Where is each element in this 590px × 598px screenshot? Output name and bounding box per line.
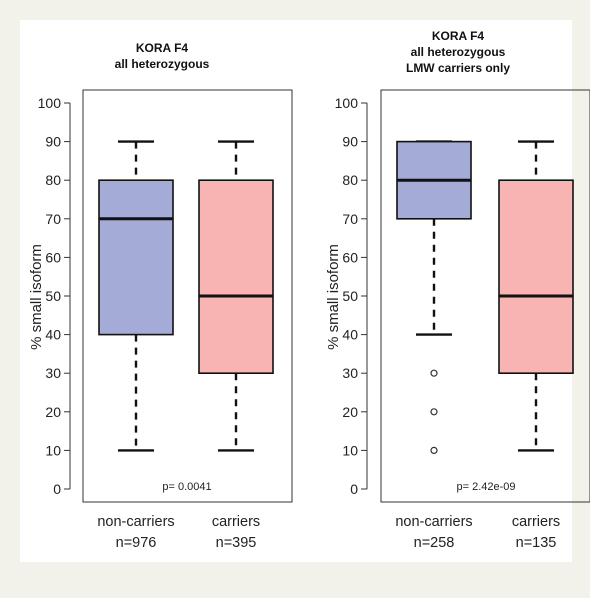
y-tick-label: 60 <box>45 249 61 265</box>
y-tick-label: 80 <box>342 172 358 188</box>
y-tick-label: 20 <box>45 404 61 420</box>
box-iqr <box>498 179 574 374</box>
plot-frame <box>380 89 590 503</box>
boxes <box>396 140 574 454</box>
plot-frame <box>82 89 293 503</box>
chart-title: KORA F4 <box>136 41 189 55</box>
y-tick-label: 100 <box>38 95 62 111</box>
box-iqr <box>98 179 174 336</box>
y-tick-label: 100 <box>335 95 359 111</box>
y-axis: 0 10 20 30 40 50 60 70 80 90 100 <box>335 95 368 497</box>
y-tick-label: 0 <box>350 481 358 497</box>
category-label: carriers <box>512 514 560 530</box>
outlier-point <box>430 369 438 377</box>
x-axis: non-carriers n=258 carriers n=135 <box>395 514 560 551</box>
y-axis-label: % small isoform <box>28 244 45 350</box>
boxes <box>98 140 274 452</box>
sample-size-label: n=258 <box>414 535 455 551</box>
y-tick-label: 20 <box>342 404 358 420</box>
y-tick-label: 30 <box>45 365 61 381</box>
category-label: non-carriers <box>395 514 472 530</box>
y-axis: 0 10 20 30 40 50 60 70 80 90 100 <box>38 95 71 497</box>
chart-subtitle-2: LMW carriers only <box>406 61 510 75</box>
category-label: carriers <box>212 514 260 530</box>
y-tick-label: 70 <box>342 211 358 227</box>
category-label: non-carriers <box>97 514 174 530</box>
y-tick-label: 50 <box>45 288 61 304</box>
chart-right: KORA F4 all heterozygous LMW carriers on… <box>325 29 590 551</box>
sample-size-label: n=976 <box>116 535 157 551</box>
x-axis: non-carriers n=976 carriers n=395 <box>97 514 260 551</box>
outlier-point <box>430 408 438 416</box>
y-tick-label: 0 <box>53 481 61 497</box>
y-tick-label: 90 <box>45 134 61 150</box>
sample-size-label: n=395 <box>216 535 257 551</box>
outlier-point <box>430 446 438 454</box>
y-tick-label: 40 <box>45 327 61 343</box>
y-tick-label: 60 <box>342 249 358 265</box>
chart-subtitle: all heterozygous <box>411 45 506 59</box>
y-tick-label: 30 <box>342 365 358 381</box>
y-tick-label: 70 <box>45 211 61 227</box>
y-tick-label: 10 <box>45 442 61 458</box>
chart-title: KORA F4 <box>432 29 485 43</box>
y-tick-label: 80 <box>45 172 61 188</box>
p-value-annotation: p= 0.0041 <box>162 481 211 493</box>
y-tick-label: 40 <box>342 327 358 343</box>
y-axis-label: % small isoform <box>325 244 342 350</box>
y-tick-label: 10 <box>342 442 358 458</box>
sample-size-label: n=135 <box>516 535 557 551</box>
box-iqr <box>198 179 274 374</box>
y-tick-label: 50 <box>342 288 358 304</box>
chart-left: KORA F4 all heterozygous % small isoform… <box>28 41 293 551</box>
p-value-annotation: p= 2.42e-09 <box>456 481 515 493</box>
y-tick-label: 90 <box>342 134 358 150</box>
chart-subtitle: all heterozygous <box>115 57 210 71</box>
